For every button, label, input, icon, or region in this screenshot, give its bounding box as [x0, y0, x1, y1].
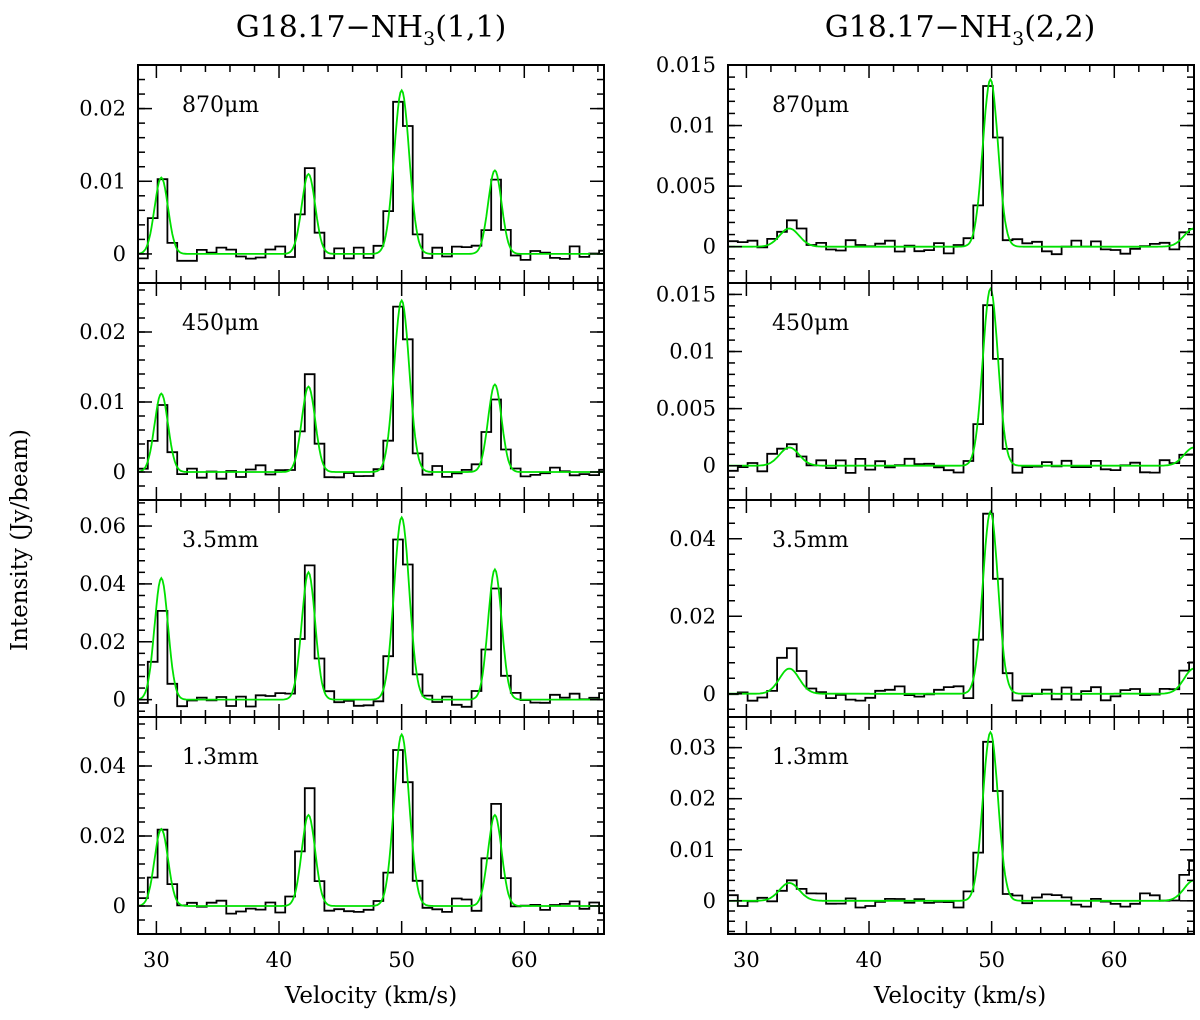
panel-label: 870μm	[182, 93, 259, 118]
y-tick-label: 0	[113, 894, 126, 918]
y-tick-label: 0.005	[656, 174, 716, 198]
y-tick-label: 0.015	[656, 282, 716, 306]
y-tick-label: 0.04	[79, 572, 126, 596]
y-tick-label: 0.02	[669, 787, 716, 811]
x-axis-label-right: Velocity (km/s)	[873, 983, 1046, 1009]
panel-0: 0 0.005 0.01 0.015 870μm	[656, 53, 1195, 284]
fit-curve	[137, 298, 604, 473]
y-tick-label: 0.02	[669, 604, 716, 628]
y-axis-label: Intensity (Jy/beam)	[7, 429, 33, 651]
y-tick-label: 0.03	[669, 736, 716, 760]
y-tick-label: 0.02	[79, 97, 126, 121]
panel-3: 0 0.01 0.02 0.03 1.3mm 30 40 50 60	[669, 716, 1195, 972]
fit-curve	[137, 515, 604, 701]
panel-2: 0 0.02 0.04 3.5mm	[669, 499, 1195, 718]
x-tick-label: 30	[143, 948, 170, 972]
y-tick-label: 0	[113, 688, 126, 712]
fit-curve	[137, 88, 604, 255]
y-tick-label: 0.01	[669, 340, 716, 364]
y-tick-label: 0.02	[79, 824, 126, 848]
panel-label: 1.3mm	[182, 745, 259, 770]
observed-spectrum	[138, 749, 604, 915]
x-tick-label: 30	[733, 948, 760, 972]
column-title: G18.17−NH3(1,1)	[236, 10, 507, 50]
panel-2: 0 0.02 0.04 0.06 3.5mm	[79, 499, 605, 718]
fit-curve	[728, 509, 1195, 695]
x-tick-label: 50	[978, 948, 1005, 972]
y-tick-label: 0	[703, 682, 716, 706]
panel-0: 0 0.01 0.02 870μm	[79, 64, 605, 284]
panel-3: 0 0.02 0.04 1.3mm 30 40 50 60	[79, 716, 605, 972]
panel-label: 3.5mm	[772, 528, 849, 553]
y-tick-label: 0.01	[79, 169, 126, 193]
y-tick-label: 0	[113, 460, 126, 484]
panel-label: 450μm	[182, 311, 259, 336]
column-title: G18.17−NH3(2,2)	[825, 10, 1096, 50]
x-tick-label: 60	[511, 948, 538, 972]
panel-1: 0 0.005 0.01 0.015 450μm	[656, 282, 1195, 501]
x-axis-label-left: Velocity (km/s)	[284, 983, 457, 1009]
y-tick-label: 0	[703, 235, 716, 259]
x-tick-label: 40	[266, 948, 293, 972]
y-tick-label: 0.01	[669, 114, 716, 138]
y-tick-label: 0	[703, 889, 716, 913]
y-tick-label: 0.015	[656, 53, 716, 77]
observed-spectrum	[728, 512, 1194, 702]
fit-curve	[137, 732, 604, 907]
panel-frame	[137, 716, 605, 935]
panel-label: 1.3mm	[772, 745, 849, 770]
y-tick-label: 0	[703, 454, 716, 478]
fit-curve	[728, 730, 1195, 902]
panel-label: 450μm	[772, 311, 849, 336]
y-tick-label: 0.005	[656, 397, 716, 421]
observed-spectrum	[138, 100, 604, 262]
observed-spectrum	[138, 538, 604, 708]
y-tick-label: 0.02	[79, 630, 126, 654]
plot-area: G18.17−NH3(1,1) 0 0.01 0.02 870μm 0 0.01 0.02 45…	[79, 10, 1195, 972]
panel-label: 870μm	[772, 93, 849, 118]
x-tick-label: 50	[388, 948, 415, 972]
observed-spectrum	[728, 740, 1194, 909]
y-tick-label: 0.02	[79, 320, 126, 344]
y-tick-label: 0.04	[669, 527, 716, 551]
y-tick-label: 0.06	[79, 514, 126, 538]
y-tick-label: 0.01	[669, 838, 716, 862]
fit-curve	[728, 77, 1195, 248]
x-tick-label: 40	[856, 948, 883, 972]
fit-curve	[728, 286, 1195, 467]
y-tick-label: 0.01	[79, 390, 126, 414]
x-tick-label: 60	[1101, 948, 1128, 972]
panel-label: 3.5mm	[182, 528, 259, 553]
y-tick-label: 0	[113, 242, 126, 266]
y-tick-label: 0.04	[79, 754, 126, 778]
panel-frame	[727, 716, 1195, 935]
panel-1: 0 0.01 0.02 450μm	[79, 282, 605, 501]
